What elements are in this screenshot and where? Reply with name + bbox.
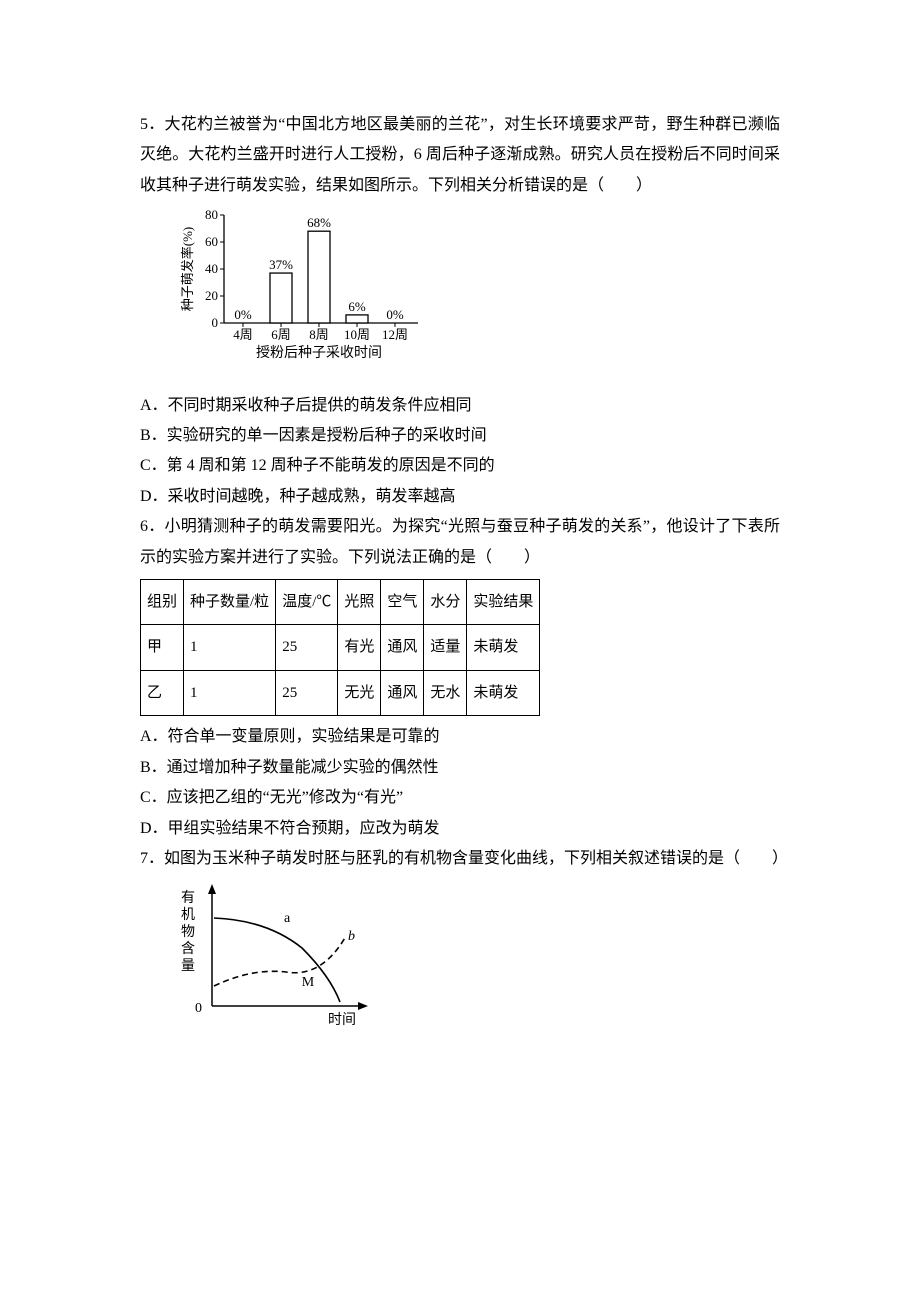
svg-text:物: 物: [181, 924, 195, 940]
table-cell: 甲: [141, 625, 184, 671]
q5-option-b: B．实验研究的单一因素是授粉后种子的采收时间: [140, 421, 780, 451]
table-header-cell: 组别: [141, 579, 184, 625]
svg-text:有: 有: [181, 890, 195, 906]
svg-text:6周: 6周: [271, 327, 291, 342]
table-cell: 1: [184, 670, 276, 716]
svg-text:时间: 时间: [328, 1012, 356, 1028]
table-cell: 25: [276, 670, 338, 716]
table-header-cell: 种子数量/粒: [184, 579, 276, 625]
q5-stem: 5．大花杓兰被誉为“中国北方地区最美丽的兰花”，对生长环境要求严苛，野生种群已濒…: [140, 110, 780, 201]
table-row: 乙125无光通风无水未萌发: [141, 670, 540, 716]
q6-option-c: C．应该把乙组的“无光”修改为“有光”: [140, 783, 780, 813]
table-row: 甲125有光通风适量未萌发: [141, 625, 540, 671]
q5-option-d: D．采收时间越晚，种子越成熟，萌发率越高: [140, 482, 780, 512]
table-header-cell: 实验结果: [467, 579, 540, 625]
svg-text:80: 80: [205, 207, 218, 222]
table-cell: 适量: [424, 625, 467, 671]
q5-option-a: A．不同时期采收种子后提供的萌发条件应相同: [140, 391, 780, 421]
svg-text:授粉后种子采收时间: 授粉后种子采收时间: [256, 345, 382, 361]
svg-text:60: 60: [205, 234, 218, 249]
q5-option-c: C．第 4 周和第 12 周种子不能萌发的原因是不同的: [140, 451, 780, 481]
q6-stem: 6．小明猜测种子的萌发需要阳光。为探究“光照与蚕豆种子萌发的关系”，他设计了下表…: [140, 512, 780, 573]
svg-text:含: 含: [181, 941, 195, 957]
svg-text:机: 机: [181, 907, 195, 923]
svg-text:b: b: [348, 929, 355, 944]
svg-text:M: M: [302, 975, 315, 990]
svg-text:0: 0: [195, 1001, 202, 1016]
svg-text:40: 40: [205, 261, 218, 276]
table-header-cell: 光照: [338, 579, 381, 625]
q5-bar-chart: 0 20 40 60 80 种子萌发率(%) 0% 4周 37% 6周 68% 8周 6% 10周 0% 12…: [180, 205, 780, 386]
svg-text:10周: 10周: [344, 327, 370, 342]
page: 5．大花杓兰被誉为“中国北方地区最美丽的兰花”，对生长环境要求严苛，野生种群已濒…: [70, 0, 850, 1114]
svg-text:0%: 0%: [234, 307, 252, 322]
table-cell: 通风: [381, 670, 424, 716]
svg-text:4周: 4周: [233, 327, 253, 342]
svg-text:68%: 68%: [307, 215, 331, 230]
svg-text:6%: 6%: [348, 299, 366, 314]
table-cell: 25: [276, 625, 338, 671]
q7-line-chart: 0 有机物含量时间 a b M: [170, 878, 780, 1049]
q6-table: 组别种子数量/粒温度/℃光照空气水分实验结果甲125有光通风适量未萌发乙125无…: [140, 579, 540, 717]
table-cell: 未萌发: [467, 625, 540, 671]
svg-text:37%: 37%: [269, 257, 293, 272]
svg-text:8周: 8周: [309, 327, 329, 342]
svg-text:a: a: [284, 911, 291, 926]
table-header-cell: 水分: [424, 579, 467, 625]
q6-option-a: A．符合单一变量原则，实验结果是可靠的: [140, 722, 780, 752]
q6-option-b: B．通过增加种子数量能减少实验的偶然性: [140, 753, 780, 783]
q6-option-d: D．甲组实验结果不符合预期，应改为萌发: [140, 814, 780, 844]
svg-text:20: 20: [205, 288, 218, 303]
table-cell: 有光: [338, 625, 381, 671]
table-cell: 无水: [424, 670, 467, 716]
svg-text:0%: 0%: [386, 307, 404, 322]
svg-text:种子萌发率(%): 种子萌发率(%): [180, 227, 195, 312]
table-cell: 通风: [381, 625, 424, 671]
svg-text:0: 0: [212, 315, 219, 330]
table-cell: 乙: [141, 670, 184, 716]
q7-stem: 7．如图为玉米种子萌发时胚与胚乳的有机物含量变化曲线，下列相关叙述错误的是（ ）: [140, 844, 780, 874]
table-header-cell: 空气: [381, 579, 424, 625]
table-cell: 未萌发: [467, 670, 540, 716]
table-header-cell: 温度/℃: [276, 579, 338, 625]
svg-text:12周: 12周: [382, 327, 408, 342]
svg-text:量: 量: [181, 958, 195, 974]
table-cell: 1: [184, 625, 276, 671]
table-cell: 无光: [338, 670, 381, 716]
